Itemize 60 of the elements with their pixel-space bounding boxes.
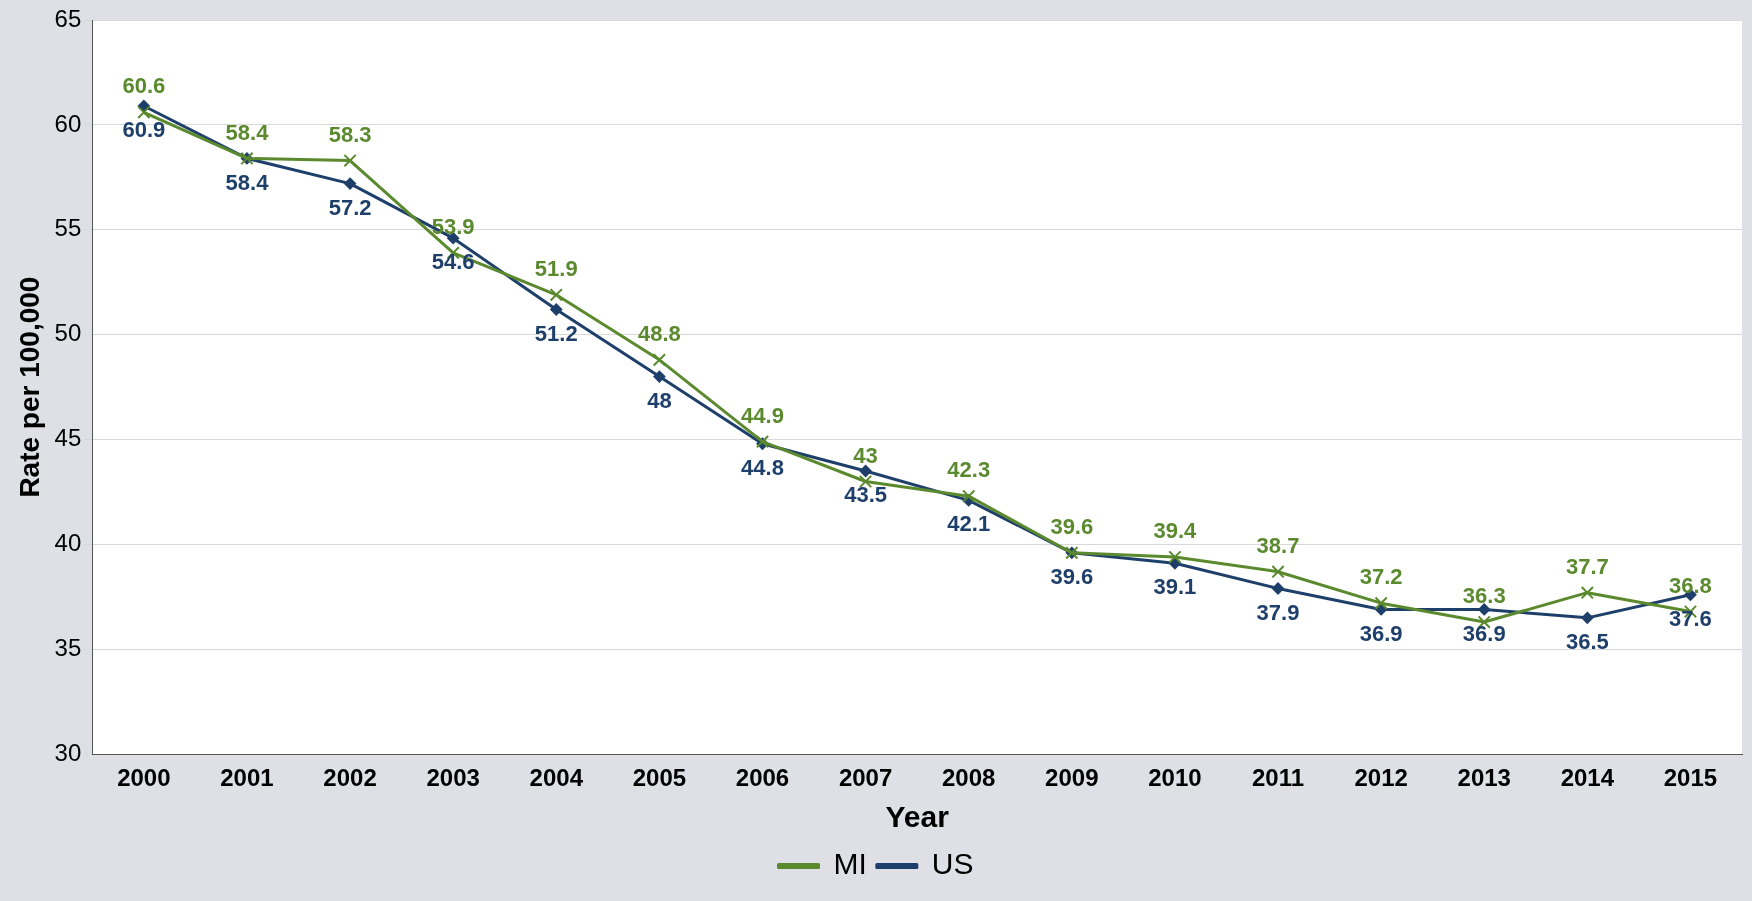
data-label: 39.4 <box>1153 518 1198 544</box>
x-tick-label: 2000 <box>117 764 171 792</box>
x-tick-label: 2010 <box>1148 764 1202 792</box>
data-label: 36.5 <box>1565 628 1609 654</box>
legend-label: MI <box>833 847 867 881</box>
x-tick-label: 2002 <box>323 764 377 792</box>
x-tick-label: 2006 <box>735 764 790 792</box>
y-tick-label: 50 <box>54 319 82 347</box>
y-tick-label: 65 <box>54 4 82 32</box>
y-tick-label: 35 <box>54 633 82 661</box>
data-label: 38.7 <box>1256 532 1300 558</box>
x-tick-label: 2012 <box>1354 764 1408 792</box>
data-label: 43.5 <box>844 482 888 508</box>
data-label: 58.4 <box>225 119 270 145</box>
data-label: 36.3 <box>1462 583 1506 609</box>
y-tick-label: 30 <box>54 738 82 766</box>
y-tick-label: 45 <box>54 424 82 452</box>
data-label: 42.1 <box>947 511 991 537</box>
y-tick-label: 40 <box>54 529 82 557</box>
data-label: 37.6 <box>1669 605 1712 631</box>
x-tick-label: 2009 <box>1045 764 1099 792</box>
x-axis-title: Year <box>885 800 950 834</box>
data-label: 54.6 <box>431 249 475 275</box>
y-tick-label: 60 <box>54 109 82 137</box>
data-label: 42.3 <box>947 457 991 483</box>
data-label: 43 <box>853 442 878 468</box>
x-tick-label: 2004 <box>529 764 584 792</box>
x-tick-label: 2007 <box>838 764 893 792</box>
data-label: 60.9 <box>122 117 166 143</box>
y-axis-title: Rate per 100,000 <box>13 276 45 498</box>
x-tick-label: 2001 <box>220 764 274 792</box>
y-tick-label: 55 <box>54 214 82 242</box>
x-tick-label: 2015 <box>1663 764 1718 792</box>
data-label: 60.6 <box>122 73 166 99</box>
data-label: 51.9 <box>534 255 578 281</box>
data-label: 36.8 <box>1669 572 1712 598</box>
data-label: 44.9 <box>741 402 784 428</box>
x-tick-label: 2013 <box>1457 764 1511 792</box>
x-tick-label: 2008 <box>942 764 996 792</box>
data-label: 39.6 <box>1050 513 1094 539</box>
data-label: 39.1 <box>1153 574 1197 600</box>
data-label: 48 <box>647 387 672 413</box>
data-label: 37.9 <box>1256 599 1300 625</box>
data-label: 44.8 <box>741 454 784 480</box>
data-label: 36.9 <box>1359 620 1403 646</box>
data-label: 53.9 <box>431 213 475 239</box>
data-label: 51.2 <box>534 320 578 346</box>
data-label: 58.4 <box>225 169 270 195</box>
data-label: 37.7 <box>1565 553 1609 579</box>
x-tick-label: 2011 <box>1251 764 1305 792</box>
data-label: 58.3 <box>328 121 372 147</box>
data-label: 48.8 <box>637 320 681 346</box>
x-tick-label: 2005 <box>632 764 687 792</box>
data-label: 36.9 <box>1462 620 1506 646</box>
data-label: 37.2 <box>1359 564 1403 590</box>
x-tick-label: 2014 <box>1560 764 1615 792</box>
legend-label: US <box>931 847 974 881</box>
x-tick-label: 2003 <box>426 764 480 792</box>
data-label: 39.6 <box>1050 563 1094 589</box>
data-label: 57.2 <box>328 194 372 220</box>
